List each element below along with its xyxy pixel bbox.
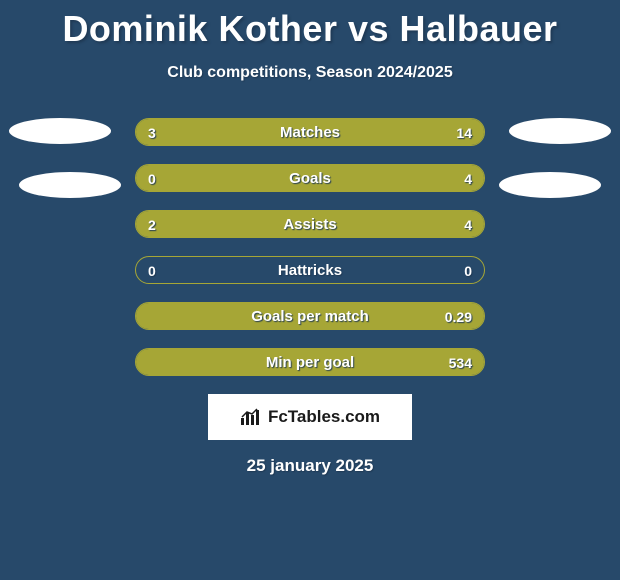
player-left-avatar-front	[19, 172, 121, 198]
bar-row: 534Min per goal	[135, 348, 485, 376]
bars-container: 314Matches 04Goals 24Assists 00Hattricks 0.2…	[135, 118, 485, 376]
player-left-avatar-back	[9, 118, 111, 144]
bar-label: Goals	[136, 165, 484, 192]
branding-text: FcTables.com	[268, 407, 380, 427]
bar-label: Matches	[136, 119, 484, 146]
bar-row: 24Assists	[135, 210, 485, 238]
bar-label: Min per goal	[136, 349, 484, 376]
page-subtitle: Club competitions, Season 2024/2025	[0, 64, 620, 82]
comparison-chart: 314Matches 04Goals 24Assists 00Hattricks 0.2…	[0, 118, 620, 376]
bar-row: 314Matches	[135, 118, 485, 146]
bar-label: Assists	[136, 211, 484, 238]
page-title: Dominik Kother vs Halbauer	[0, 0, 620, 50]
bars-chart-icon	[240, 407, 262, 427]
bar-row: 00Hattricks	[135, 256, 485, 284]
bar-row: 0.29Goals per match	[135, 302, 485, 330]
player-right-avatar-front	[499, 172, 601, 198]
bar-label: Hattricks	[136, 257, 484, 284]
bar-label: Goals per match	[136, 303, 484, 330]
bar-row: 04Goals	[135, 164, 485, 192]
player-right-avatar-back	[509, 118, 611, 144]
snapshot-date: 25 january 2025	[0, 456, 620, 476]
branding-badge: FcTables.com	[208, 394, 412, 440]
